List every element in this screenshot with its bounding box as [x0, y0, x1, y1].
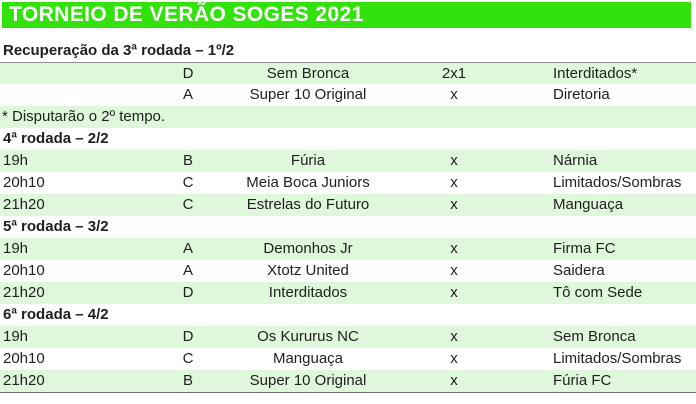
match-time: 19h	[3, 152, 29, 169]
away-team: Limitados/Sombras	[553, 350, 682, 367]
match-score: x	[450, 284, 458, 301]
group-letter: D	[182, 284, 194, 301]
schedule-table: Recuperação da 3ª rodada – 1º/2 D Sem Bron…	[0, 40, 696, 393]
match-time: 19h	[3, 240, 29, 257]
match-time: 20h10	[3, 262, 45, 279]
group-letter: C	[182, 350, 194, 367]
away-team: Firma FC	[553, 240, 616, 257]
match-time: 20h10	[3, 350, 45, 367]
away-team: Manguaça	[553, 196, 624, 213]
match-score: x	[450, 240, 458, 257]
home-team: Interditados	[268, 284, 348, 301]
match-row: D Sem Bronca 2x1 Interditados*	[0, 62, 696, 84]
match-row: 21h20 B Super 10 Original x Fúria FC	[0, 370, 696, 392]
away-team: Tô com Sede	[553, 284, 643, 301]
section-heading: 4ª rodada – 2/2	[0, 128, 696, 150]
home-team: Os Kururus NC	[257, 328, 359, 345]
home-team: Meia Boca Juniors	[246, 174, 370, 191]
home-team: Estrelas do Futuro	[246, 196, 370, 213]
match-row: 21h20 C Estrelas do Futuro x Manguaça	[0, 194, 696, 216]
match-time: 21h20	[3, 284, 45, 301]
match-score: x	[450, 372, 458, 389]
group-letter: C	[182, 174, 194, 191]
group-letter: A	[182, 86, 193, 103]
section-heading: 6ª rodada – 4/2	[0, 304, 696, 326]
group-letter: B	[182, 372, 193, 389]
match-time: 21h20	[3, 372, 45, 389]
match-time: 20h10	[3, 174, 45, 191]
away-team: Interditados*	[553, 65, 638, 82]
match-score: x	[450, 262, 458, 279]
away-team: Saidera	[553, 262, 605, 279]
away-team: Diretoria	[553, 86, 610, 103]
match-row: A Super 10 Original x Diretoria	[0, 84, 696, 106]
title-bar: TORNEIO DE VERÃO SOGES 2021	[2, 2, 691, 28]
match-score: x	[450, 86, 458, 103]
section-heading: 5ª rodada – 3/2	[0, 216, 696, 238]
match-row: 20h10 C Manguaça x Limitados/Sombras	[0, 348, 696, 370]
group-letter: C	[182, 196, 194, 213]
match-score: x	[450, 328, 458, 345]
home-team: Xtotz United	[267, 262, 349, 279]
group-letter: A	[182, 262, 193, 279]
home-team: Sem Bronca	[266, 65, 350, 82]
group-letter: A	[182, 240, 193, 257]
away-team: Sem Bronca	[553, 328, 636, 345]
match-time: 21h20	[3, 196, 45, 213]
section-heading: Recuperação da 3ª rodada – 1º/2	[0, 40, 696, 62]
home-team: Super 10 Original	[249, 372, 367, 389]
match-row: 21h20 D Interditados x Tô com Sede	[0, 282, 696, 304]
match-time: 19h	[3, 328, 29, 345]
home-team: Super 10 Original	[249, 86, 367, 103]
away-team: Nárnia	[553, 152, 598, 169]
match-row: 19h A Demonhos Jr x Firma FC	[0, 238, 696, 260]
match-score: x	[450, 152, 458, 169]
page-title: TORNEIO DE VERÃO SOGES 2021	[9, 3, 364, 26]
away-team: Fúria FC	[553, 372, 612, 389]
match-row: 20h10 C Meia Boca Juniors x Limitados/Sombra…	[0, 172, 696, 194]
match-row: 19h B Fúria x Nárnia	[0, 150, 696, 172]
match-row: 20h10 A Xtotz United x Saidera	[0, 260, 696, 282]
footnote: * Disputarão o 2º tempo.	[0, 106, 696, 128]
away-team: Limitados/Sombras	[553, 174, 682, 191]
group-letter: D	[182, 328, 194, 345]
match-time	[0, 63, 168, 84]
group-letter: B	[182, 152, 193, 169]
match-row: 19h D Os Kururus NC x Sem Bronca	[0, 326, 696, 348]
match-time	[0, 84, 168, 106]
match-score: x	[450, 174, 458, 191]
match-score: x	[450, 196, 458, 213]
home-team: Fúria	[290, 152, 326, 169]
group-letter: D	[182, 65, 194, 82]
match-score: 2x1	[441, 65, 467, 82]
home-team: Demonhos Jr	[263, 240, 353, 257]
match-score: x	[450, 350, 458, 367]
home-team: Manguaça	[272, 350, 344, 367]
